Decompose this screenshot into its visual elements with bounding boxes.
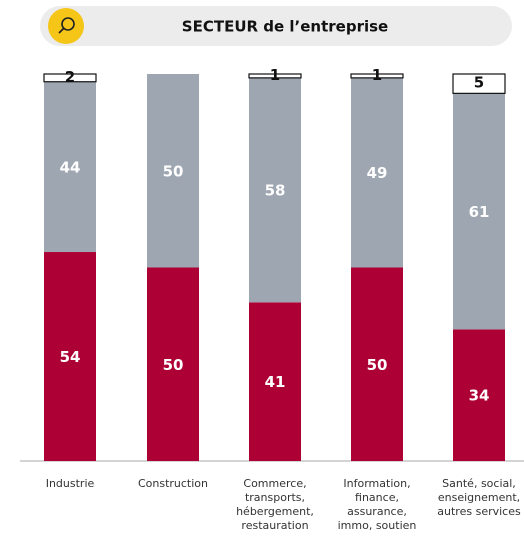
header-pill <box>40 6 512 46</box>
value-label: 2 <box>65 68 75 86</box>
value-label: 50 <box>367 356 388 374</box>
value-label: 61 <box>469 203 490 221</box>
value-label: 49 <box>367 164 388 182</box>
x-tick-label: Commerce, transports, hébergement, restaura… <box>236 477 314 532</box>
bar-segment <box>249 302 301 461</box>
bar-segment <box>351 77 403 268</box>
value-label: 34 <box>469 387 490 405</box>
value-label: 5 <box>474 74 484 92</box>
x-tick-label: Industrie <box>46 477 95 490</box>
value-label: 50 <box>163 162 184 180</box>
x-tick-label: Construction <box>138 477 208 490</box>
bar-segment <box>453 93 505 330</box>
bar-segment <box>453 329 505 461</box>
value-label: 54 <box>60 348 81 366</box>
value-label: 1 <box>372 66 382 84</box>
value-label: 41 <box>265 373 286 391</box>
search-icon-handle <box>58 27 65 34</box>
bar-segment <box>350 73 404 79</box>
bar-segment <box>452 73 506 94</box>
x-tick-label: Information, finance, assurance, immo, sout… <box>338 477 417 532</box>
value-label: 44 <box>60 158 81 176</box>
bar-segment <box>248 73 302 79</box>
bar-segment <box>147 74 199 268</box>
chart-title: SECTEUR de l’entreprise <box>182 18 388 36</box>
bar-segment <box>43 73 97 83</box>
bar-segment <box>249 77 301 303</box>
value-label: 50 <box>163 356 184 374</box>
search-icon <box>61 17 75 31</box>
value-label: 1 <box>270 66 280 84</box>
value-label: 58 <box>265 182 286 200</box>
bar-segment <box>351 267 403 461</box>
bar-segment <box>44 252 96 461</box>
x-tick-label: Santé, social, enseignement, autres servic… <box>437 477 521 518</box>
search-icon-bg <box>48 8 84 44</box>
bar-segment <box>44 81 96 253</box>
bar-segment <box>147 267 199 461</box>
